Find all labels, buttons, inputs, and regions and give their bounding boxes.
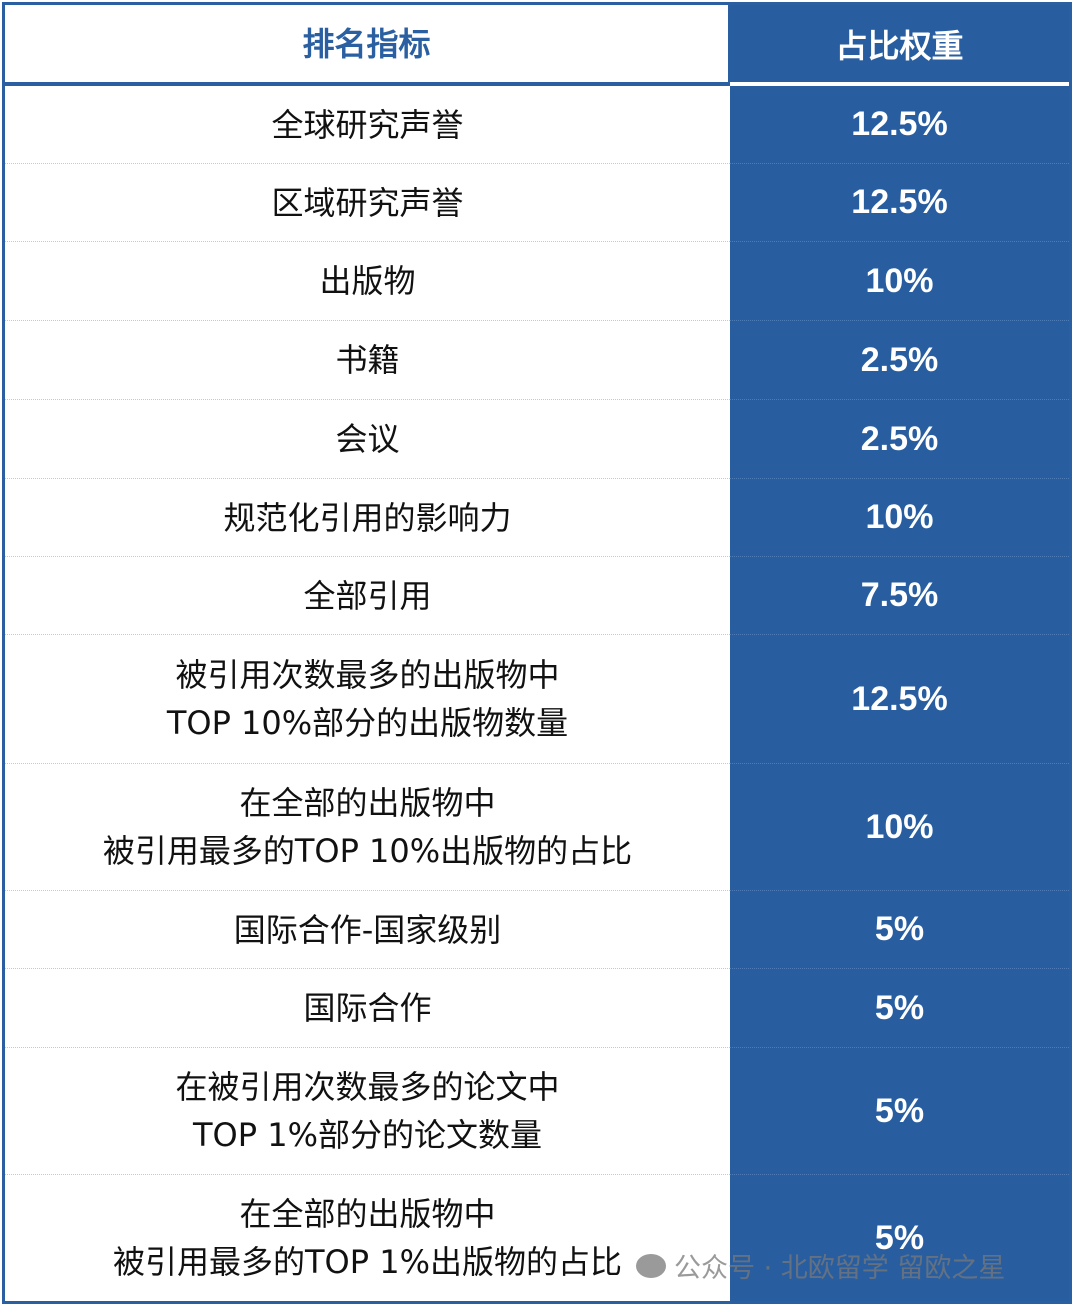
header-indicator: 排名指标 bbox=[5, 5, 730, 86]
weight-cell: 10% bbox=[730, 242, 1069, 321]
indicator-cell: 在全部的出版物中被引用最多的TOP 10%出版物的占比 bbox=[5, 764, 730, 891]
indicator-line: TOP 1%部分的论文数量 bbox=[193, 1116, 542, 1154]
indicator-cell: 国际合作 bbox=[5, 969, 730, 1048]
table-row: 在全部的出版物中 被引用最多的TOP 1%出版物的占比 5% bbox=[5, 1175, 1069, 1301]
table-row: 国际合作 5% bbox=[5, 969, 1069, 1048]
table-row: 规范化引用的影响力 10% bbox=[5, 479, 1069, 557]
indicator-line: 国际合作 bbox=[303, 989, 432, 1027]
table-row: 全部引用 7.5% bbox=[5, 557, 1069, 635]
indicator-line: 国际合作-国家级别 bbox=[233, 910, 502, 949]
header-weight: 占比权重 bbox=[730, 5, 1069, 86]
indicator-cell: 规范化引用的影响力 bbox=[5, 479, 730, 557]
weight-cell: 5% bbox=[730, 1175, 1069, 1301]
indicator-line: 全球研究声誉 bbox=[271, 105, 464, 144]
weight-cell: 2.5% bbox=[730, 321, 1069, 400]
indicator-line: TOP 10%部分的出版物数量 bbox=[166, 704, 569, 742]
table-header: 排名指标 占比权重 bbox=[5, 5, 1069, 86]
table-row: 区域研究声誉 12.5% bbox=[5, 164, 1069, 242]
indicator-cell: 全球研究声誉 bbox=[5, 86, 730, 164]
indicator-line: 全部引用 bbox=[303, 576, 432, 615]
table-row: 被引用次数最多的出版物中 TOP 10%部分的出版物数量 12.5% bbox=[5, 635, 1069, 764]
indicator-cell: 在被引用次数最多的论文中 TOP 1%部分的论文数量 bbox=[5, 1048, 730, 1175]
indicator-cell: 在全部的出版物中被引用最多的TOP 1%出版物的占比 bbox=[5, 1175, 730, 1301]
indicator-line: 在被引用次数最多的论文中 bbox=[175, 1068, 560, 1106]
weight-cell: 12.5% bbox=[730, 86, 1069, 164]
weight-cell: 5% bbox=[730, 891, 1069, 969]
table-row: 在被引用次数最多的论文中 TOP 1%部分的论文数量 5% bbox=[5, 1048, 1069, 1175]
weight-cell: 5% bbox=[730, 969, 1069, 1048]
indicator-cell: 出版物 bbox=[5, 242, 730, 321]
weight-cell: 12.5% bbox=[730, 164, 1069, 242]
indicator-cell: 书籍 bbox=[5, 321, 730, 400]
watermark: 公众号 · 北欧留学 留欧之星 bbox=[636, 1246, 1005, 1285]
indicator-cell: 被引用次数最多的出版物中 TOP 10%部分的出版物数量 bbox=[5, 635, 730, 764]
indicator-cell: 会议 bbox=[5, 400, 730, 479]
indicator-line: 出版物 bbox=[319, 262, 416, 300]
indicator-cell: 全部引用 bbox=[5, 557, 730, 635]
weight-cell: 10% bbox=[730, 764, 1069, 891]
indicator-line: 被引用次数最多的出版物中 bbox=[175, 656, 560, 694]
weight-cell: 2.5% bbox=[730, 400, 1069, 479]
indicator-line: 书籍 bbox=[335, 341, 400, 379]
indicator-line: 规范化引用的影响力 bbox=[223, 498, 512, 537]
table-row: 出版物 10% bbox=[5, 242, 1069, 321]
table-row: 在全部的出版物中 被引用最多的TOP 10%出版物的占比 10% bbox=[5, 764, 1069, 891]
watermark-text: 公众号 · 北欧留学 留欧之星 bbox=[674, 1253, 1006, 1284]
weight-cell: 5% bbox=[730, 1048, 1069, 1175]
indicator-line: 区域研究声誉 bbox=[271, 183, 464, 222]
table-row: 书籍 2.5% bbox=[5, 321, 1069, 400]
table-row: 全球研究声誉 12.5% bbox=[5, 86, 1069, 164]
indicator-cell: 区域研究声誉 bbox=[5, 164, 730, 242]
table-row: 会议 2.5% bbox=[5, 400, 1069, 479]
weight-cell: 12.5% bbox=[730, 635, 1069, 764]
indicator-cell: 国际合作-国家级别 bbox=[5, 891, 730, 969]
table-row: 国际合作-国家级别 5% bbox=[5, 891, 1069, 969]
indicator-line: 在全部的出版物中 bbox=[239, 1195, 496, 1233]
indicator-line: 会议 bbox=[335, 420, 400, 458]
indicator-line: 被引用最多的TOP 10%出版物的占比 bbox=[102, 832, 633, 870]
wechat-icon bbox=[636, 1253, 666, 1278]
indicator-line: 在全部的出版物中 bbox=[239, 784, 496, 822]
weight-cell: 10% bbox=[730, 479, 1069, 557]
weight-cell: 7.5% bbox=[730, 557, 1069, 635]
indicator-line: 被引用最多的TOP 1%出版物的占比 bbox=[113, 1243, 622, 1281]
